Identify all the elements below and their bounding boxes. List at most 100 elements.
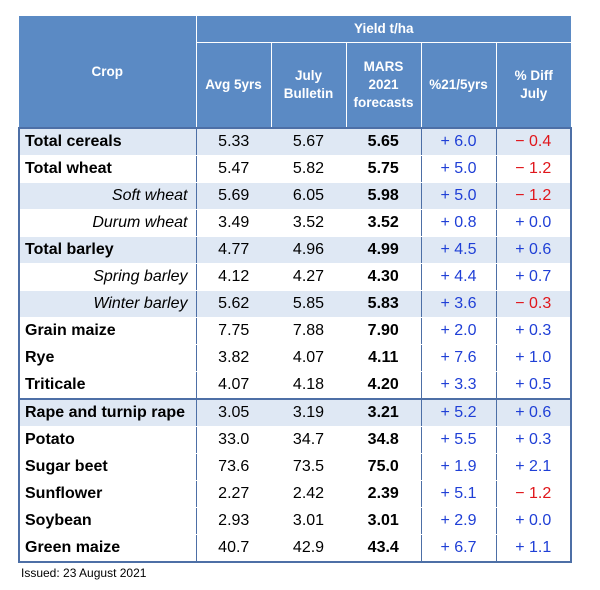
pct-diff-july-cell: + 0.6 bbox=[496, 236, 573, 264]
pct-vs-5yrs-cell: + 4.4 bbox=[421, 263, 497, 291]
issued-date: Issued: 23 August 2021 bbox=[21, 566, 147, 580]
pct-vs-5yrs-cell: + 5.1 bbox=[421, 480, 497, 508]
pct-diff-july-cell: + 0.3 bbox=[496, 426, 573, 454]
avg-5yrs-cell: 7.75 bbox=[196, 317, 271, 345]
mars-forecast-cell: 4.11 bbox=[346, 344, 422, 372]
avg-5yrs-cell: 40.7 bbox=[196, 534, 271, 563]
july-bulletin-cell: 3.01 bbox=[271, 507, 346, 535]
crop-name-cell: Spring barley bbox=[18, 263, 197, 291]
crop-name-cell: Durum wheat bbox=[18, 209, 197, 237]
crop-name-cell: Total cereals bbox=[18, 127, 197, 156]
pct-vs-5yrs-cell: + 3.3 bbox=[421, 371, 497, 400]
table-row: Spring barley 4.12 4.27 4.30 + 4.4 + 0.7 bbox=[18, 263, 573, 291]
table-row: Durum wheat 3.49 3.52 3.52 + 0.8 + 0.0 bbox=[18, 209, 573, 237]
crop-column-header: Crop bbox=[19, 16, 197, 128]
july-bulletin-cell: 4.07 bbox=[271, 344, 346, 372]
avg-5yrs-cell: 5.33 bbox=[196, 127, 271, 156]
mars-forecast-cell: 5.65 bbox=[346, 127, 422, 156]
avg-5yrs-cell: 3.49 bbox=[196, 209, 271, 237]
july-bulletin-cell: 5.85 bbox=[271, 290, 346, 318]
pct-vs-5yrs-cell: + 5.0 bbox=[421, 155, 497, 183]
july-bulletin-cell: 42.9 bbox=[271, 534, 346, 563]
mars-forecast-cell: 3.52 bbox=[346, 209, 422, 237]
pct-vs-5yrs-cell: + 6.7 bbox=[421, 534, 497, 563]
table-body: Total cereals 5.33 5.67 5.65 + 6.0− 0.4 Total… bbox=[18, 127, 573, 563]
july-bulletin-cell: 3.52 bbox=[271, 209, 346, 237]
yield-group-header: Yield t/ha bbox=[196, 16, 572, 43]
pct-diff-july-cell: + 0.7 bbox=[496, 263, 573, 291]
avg-5yrs-column-header: Avg 5yrs bbox=[196, 42, 272, 128]
pct-vs-5yrs-cell: + 5.5 bbox=[421, 426, 497, 454]
pct-vs-5yrs-cell: + 1.9 bbox=[421, 453, 497, 481]
mars-forecast-cell: 43.4 bbox=[346, 534, 422, 563]
july-bulletin-cell: 4.27 bbox=[271, 263, 346, 291]
table-row: Sugar beet 73.6 73.5 75.0 + 1.9 + 2.1 bbox=[18, 453, 573, 481]
table-row: Total barley 4.77 4.96 4.99 + 4.5 + 0.6 bbox=[18, 236, 573, 264]
crop-name-cell: Rape and turnip rape bbox=[18, 398, 197, 427]
table-row: Soybean 2.93 3.01 3.01 + 2.9 + 0.0 bbox=[18, 507, 573, 535]
avg-5yrs-cell: 5.69 bbox=[196, 182, 271, 210]
mars-forecast-cell: 5.83 bbox=[346, 290, 422, 318]
mars-forecast-cell: 7.90 bbox=[346, 317, 422, 345]
table-row: Rape and turnip rape 3.05 3.19 3.21 + 5.2 + 0… bbox=[18, 398, 573, 427]
pct-vs-5yrs-cell: + 5.0 bbox=[421, 182, 497, 210]
crop-name-cell: Total wheat bbox=[18, 155, 197, 183]
crop-name-cell: Green maize bbox=[18, 534, 197, 563]
crop-name-cell: Triticale bbox=[18, 371, 197, 400]
avg-5yrs-cell: 2.93 bbox=[196, 507, 271, 535]
pct-diff-july-cell: + 1.1 bbox=[496, 534, 573, 563]
pct-vs-5yrs-cell: + 4.5 bbox=[421, 236, 497, 264]
july-bulletin-cell: 34.7 bbox=[271, 426, 346, 454]
table-row: Triticale 4.07 4.18 4.20 + 3.3 + 0.5 bbox=[18, 371, 573, 400]
mars-forecast-cell: 5.75 bbox=[346, 155, 422, 183]
table-row: Soft wheat 5.69 6.05 5.98 + 5.0− 1.2 bbox=[18, 182, 573, 210]
yield-forecast-table: Crop Yield t/ha Avg 5yrs July Bulletin M… bbox=[18, 16, 573, 563]
avg-5yrs-cell: 3.82 bbox=[196, 344, 271, 372]
pct-vs-5yrs-cell: + 7.6 bbox=[421, 344, 497, 372]
crop-name-cell: Sugar beet bbox=[18, 453, 197, 481]
july-bulletin-cell: 7.88 bbox=[271, 317, 346, 345]
pct-diff-july-cell: − 1.2 bbox=[496, 182, 573, 210]
avg-5yrs-cell: 4.12 bbox=[196, 263, 271, 291]
pct-vs-5yrs-cell: + 0.8 bbox=[421, 209, 497, 237]
table-row: Total cereals 5.33 5.67 5.65 + 6.0− 0.4 bbox=[18, 127, 573, 156]
table-row: Grain maize 7.75 7.88 7.90 + 2.0 + 0.3 bbox=[18, 317, 573, 345]
crop-name-cell: Total barley bbox=[18, 236, 197, 264]
july-bulletin-cell: 4.96 bbox=[271, 236, 346, 264]
mars-forecast-cell: 3.01 bbox=[346, 507, 422, 535]
mars-forecast-cell: 34.8 bbox=[346, 426, 422, 454]
avg-5yrs-cell: 5.62 bbox=[196, 290, 271, 318]
pct-vs-5yrs-cell: + 2.0 bbox=[421, 317, 497, 345]
pct-diff-july-cell: + 0.6 bbox=[496, 398, 573, 427]
july-bulletin-cell: 73.5 bbox=[271, 453, 346, 481]
avg-5yrs-cell: 3.05 bbox=[196, 398, 271, 427]
pct-diff-july-cell: + 2.1 bbox=[496, 453, 573, 481]
crop-name-cell: Winter barley bbox=[18, 290, 197, 318]
pct-vs-5yrs-cell: + 5.2 bbox=[421, 398, 497, 427]
table-row: Total wheat 5.47 5.82 5.75 + 5.0− 1.2 bbox=[18, 155, 573, 183]
table-row: Potato 33.0 34.7 34.8 + 5.5 + 0.3 bbox=[18, 426, 573, 454]
pct-vs-5yrs-cell: + 2.9 bbox=[421, 507, 497, 535]
mars-forecast-column-header: MARS 2021 forecasts bbox=[346, 42, 422, 128]
table-row: Sunflower 2.27 2.42 2.39 + 5.1− 1.2 bbox=[18, 480, 573, 508]
pct-diff-july-column-header: % Diff July bbox=[496, 42, 572, 128]
avg-5yrs-cell: 2.27 bbox=[196, 480, 271, 508]
july-bulletin-cell: 5.67 bbox=[271, 127, 346, 156]
table-row: Green maize 40.7 42.9 43.4 + 6.7 + 1.1 bbox=[18, 534, 573, 563]
pct-vs-5yrs-cell: + 3.6 bbox=[421, 290, 497, 318]
pct-diff-july-cell: + 0.0 bbox=[496, 507, 573, 535]
crop-name-cell: Rye bbox=[18, 344, 197, 372]
mars-forecast-cell: 4.30 bbox=[346, 263, 422, 291]
crop-name-cell: Soybean bbox=[18, 507, 197, 535]
pct-vs-5yrs-column-header: %21/5yrs bbox=[421, 42, 497, 128]
pct-diff-july-cell: + 0.5 bbox=[496, 371, 573, 400]
july-bulletin-cell: 5.82 bbox=[271, 155, 346, 183]
avg-5yrs-cell: 33.0 bbox=[196, 426, 271, 454]
avg-5yrs-cell: 4.77 bbox=[196, 236, 271, 264]
july-bulletin-cell: 2.42 bbox=[271, 480, 346, 508]
crop-name-cell: Sunflower bbox=[18, 480, 197, 508]
mars-forecast-cell: 4.99 bbox=[346, 236, 422, 264]
avg-5yrs-cell: 73.6 bbox=[196, 453, 271, 481]
july-bulletin-cell: 4.18 bbox=[271, 371, 346, 400]
table-row: Rye 3.82 4.07 4.11 + 7.6 + 1.0 bbox=[18, 344, 573, 372]
